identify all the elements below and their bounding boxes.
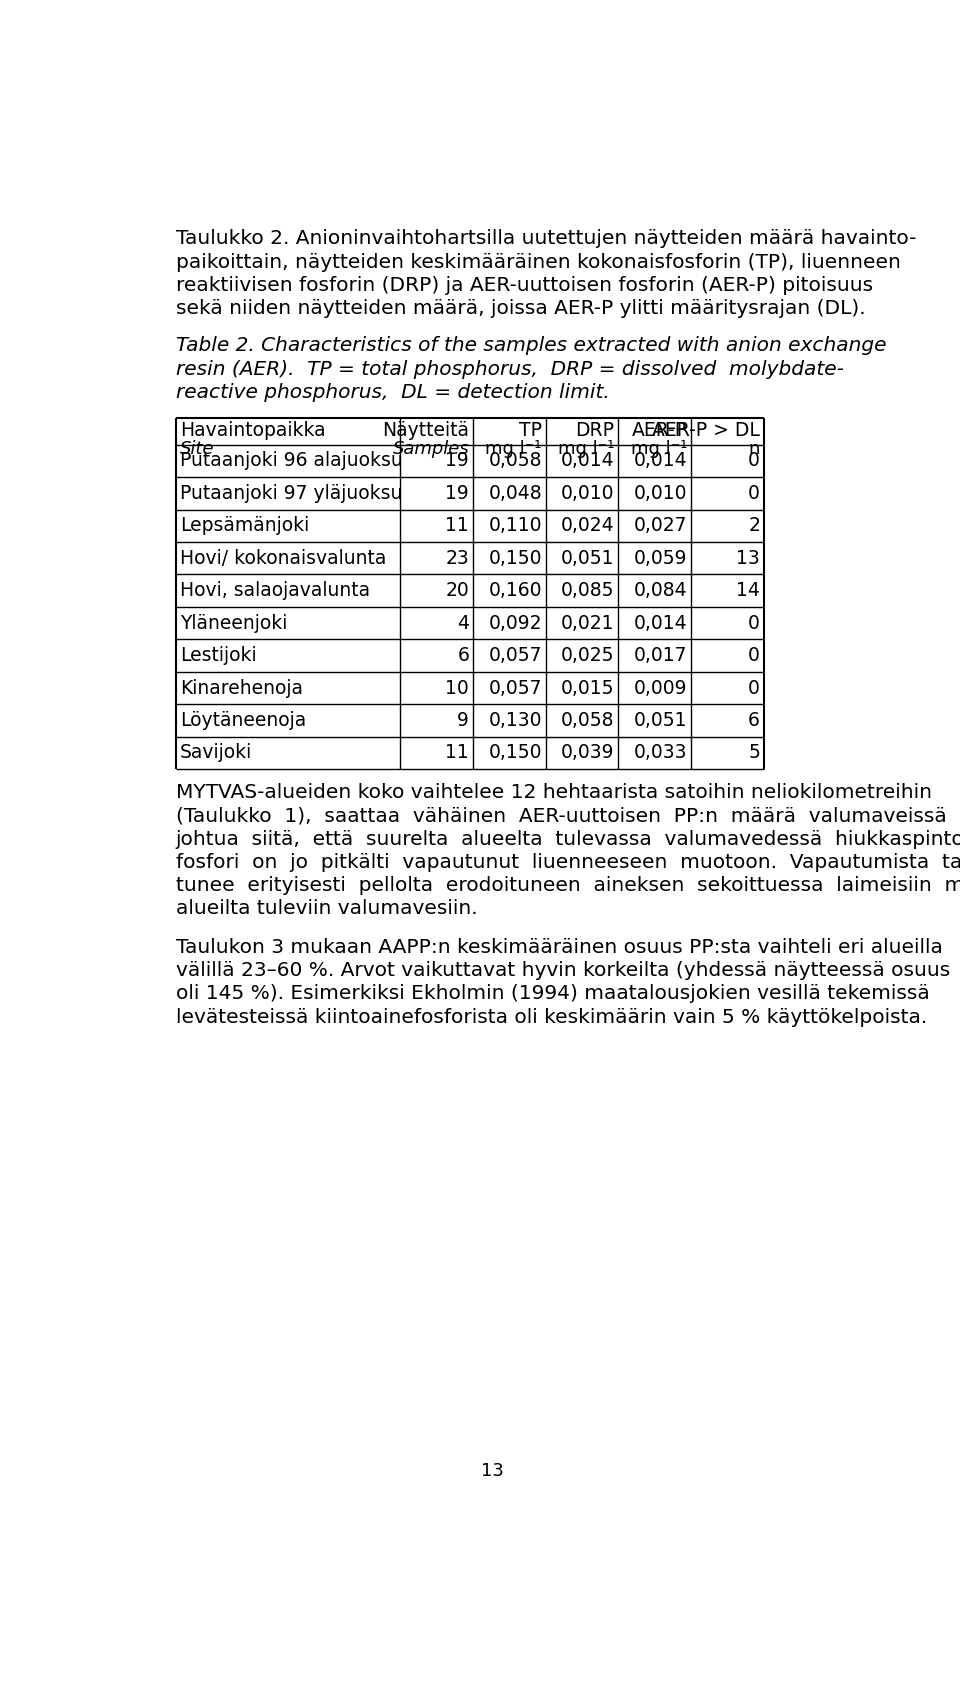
Text: 20: 20 (445, 580, 469, 601)
Text: 0,021: 0,021 (561, 614, 614, 633)
Text: johtua  siitä,  että  suurelta  alueelta  tulevassa  valumavedessä  hiukkaspinto: johtua siitä, että suurelta alueelta tul… (176, 830, 960, 849)
Text: 19: 19 (445, 452, 469, 471)
Text: 0: 0 (748, 646, 760, 665)
Text: Lepsämänjoki: Lepsämänjoki (180, 516, 309, 535)
Text: TP: TP (518, 420, 541, 440)
Text: 0,017: 0,017 (634, 646, 687, 665)
Text: Site: Site (180, 440, 214, 457)
Text: 0,014: 0,014 (634, 614, 687, 633)
Text: Taulukko 2. Anioninvaihtohartsilla uutettujen näytteiden määrä havainto-: Taulukko 2. Anioninvaihtohartsilla uutet… (176, 229, 916, 248)
Text: mg l⁻¹: mg l⁻¹ (631, 440, 687, 457)
Text: 0,024: 0,024 (561, 516, 614, 535)
Text: Lestijoki: Lestijoki (180, 646, 256, 665)
Text: Hovi, salaojavalunta: Hovi, salaojavalunta (180, 580, 370, 601)
Text: 11: 11 (445, 516, 469, 535)
Text: Putaanjoki 96 alajuoksu: Putaanjoki 96 alajuoksu (180, 452, 402, 471)
Text: välillä 23–60 %. Arvot vaikuttavat hyvin korkeilta (yhdessä näytteessä osuus: välillä 23–60 %. Arvot vaikuttavat hyvin… (176, 962, 950, 980)
Text: reaktiivisen fosforin (DRP) ja AER-uuttoisen fosforin (AER-P) pitoisuus: reaktiivisen fosforin (DRP) ja AER-uutto… (176, 277, 873, 295)
Text: 0,014: 0,014 (561, 452, 614, 471)
Text: 23: 23 (445, 548, 469, 569)
Text: 4: 4 (457, 614, 469, 633)
Text: 11: 11 (445, 744, 469, 763)
Text: tunee  erityisesti  pellolta  erodoituneen  aineksen  sekoittuessa  laimeisiin  : tunee erityisesti pellolta erodoituneen … (176, 876, 960, 896)
Text: 0,025: 0,025 (561, 646, 614, 665)
Text: 0,027: 0,027 (634, 516, 687, 535)
Text: Löytäneenoja: Löytäneenoja (180, 710, 306, 730)
Text: Näytteitä: Näytteitä (382, 420, 469, 440)
Text: 0,150: 0,150 (489, 744, 541, 763)
Text: n: n (749, 440, 760, 457)
Text: 0,010: 0,010 (634, 484, 687, 503)
Text: 6: 6 (457, 646, 469, 665)
Text: 0,051: 0,051 (561, 548, 614, 569)
Text: 5: 5 (748, 744, 760, 763)
Text: 14: 14 (736, 580, 760, 601)
Text: Table 2. Characteristics of the samples extracted with anion exchange: Table 2. Characteristics of the samples … (176, 336, 886, 356)
Text: 0,085: 0,085 (561, 580, 614, 601)
Text: AER-P > DL: AER-P > DL (652, 420, 760, 440)
Text: 0,048: 0,048 (489, 484, 541, 503)
Text: Havaintopaikka: Havaintopaikka (180, 420, 325, 440)
Text: mg l⁻¹: mg l⁻¹ (486, 440, 541, 457)
Text: 0: 0 (748, 614, 760, 633)
Text: 0: 0 (748, 452, 760, 471)
Text: Putaanjoki 97 yläjuoksu: Putaanjoki 97 yläjuoksu (180, 484, 402, 503)
Text: 0: 0 (748, 484, 760, 503)
Text: 0,058: 0,058 (561, 710, 614, 730)
Text: 0,092: 0,092 (489, 614, 541, 633)
Text: 0,033: 0,033 (634, 744, 687, 763)
Text: 0,084: 0,084 (634, 580, 687, 601)
Text: Hovi/ kokonaisvalunta: Hovi/ kokonaisvalunta (180, 548, 386, 569)
Text: 0,057: 0,057 (489, 678, 541, 697)
Text: 0,014: 0,014 (634, 452, 687, 471)
Text: 0,015: 0,015 (561, 678, 614, 697)
Text: Yläneenjoki: Yläneenjoki (180, 614, 287, 633)
Text: 9: 9 (457, 710, 469, 730)
Text: 0,057: 0,057 (489, 646, 541, 665)
Text: 0,059: 0,059 (634, 548, 687, 569)
Text: oli 145 %). Esimerkiksi Ekholmin (1994) maatalousjokien vesillä tekemissä: oli 145 %). Esimerkiksi Ekholmin (1994) … (176, 984, 929, 1004)
Text: paikoittain, näytteiden keskimääräinen kokonaisfosforin (TP), liuenneen: paikoittain, näytteiden keskimääräinen k… (176, 253, 900, 272)
Text: 19: 19 (445, 484, 469, 503)
Text: fosfori  on  jo  pitkälti  vapautunut  liuenneeseen  muotoon.  Vapautumista  tap: fosfori on jo pitkälti vapautunut liuenn… (176, 854, 960, 872)
Text: Kinarehenoja: Kinarehenoja (180, 678, 302, 697)
Text: 0,110: 0,110 (489, 516, 541, 535)
Text: Taulukon 3 mukaan AAPP:n keskimääräinen osuus PP:sta vaihteli eri alueilla: Taulukon 3 mukaan AAPP:n keskimääräinen … (176, 938, 943, 957)
Text: resin (AER).  TP = total phosphorus,  DRP = dissolved  molybdate-: resin (AER). TP = total phosphorus, DRP … (176, 359, 844, 378)
Text: 0,058: 0,058 (489, 452, 541, 471)
Text: AER-P: AER-P (633, 420, 687, 440)
Text: sekä niiden näytteiden määrä, joissa AER-P ylitti määritysrajan (DL).: sekä niiden näytteiden määrä, joissa AER… (176, 299, 865, 319)
Text: 0,009: 0,009 (634, 678, 687, 697)
Text: levätesteissä kiintoainefosforista oli keskimäärin vain 5 % käyttökelpoista.: levätesteissä kiintoainefosforista oli k… (176, 1007, 927, 1027)
Text: Samples: Samples (393, 440, 469, 457)
Text: 2: 2 (748, 516, 760, 535)
Text: 6: 6 (748, 710, 760, 730)
Text: MYTVAS-alueiden koko vaihtelee 12 hehtaarista satoihin neliokilometreihin: MYTVAS-alueiden koko vaihtelee 12 hehtaa… (176, 783, 932, 801)
Text: 0,130: 0,130 (489, 710, 541, 730)
Text: 10: 10 (445, 678, 469, 697)
Text: 0: 0 (748, 678, 760, 697)
Text: 0,160: 0,160 (489, 580, 541, 601)
Text: 0,039: 0,039 (561, 744, 614, 763)
Text: reactive phosphorus,  DL = detection limit.: reactive phosphorus, DL = detection limi… (176, 383, 610, 402)
Text: 13: 13 (736, 548, 760, 569)
Text: (Taulukko  1),  saattaa  vähäinen  AER-uuttoisen  PP:n  määrä  valumaveissä: (Taulukko 1), saattaa vähäinen AER-uutto… (176, 806, 947, 825)
Text: Savijoki: Savijoki (180, 744, 252, 763)
Text: mg l⁻¹: mg l⁻¹ (558, 440, 614, 457)
Text: 13: 13 (481, 1463, 503, 1479)
Text: 0,010: 0,010 (561, 484, 614, 503)
Text: alueilta tuleviin valumavesiin.: alueilta tuleviin valumavesiin. (176, 899, 477, 918)
Text: 0,051: 0,051 (634, 710, 687, 730)
Text: DRP: DRP (576, 420, 614, 440)
Text: 0,150: 0,150 (489, 548, 541, 569)
